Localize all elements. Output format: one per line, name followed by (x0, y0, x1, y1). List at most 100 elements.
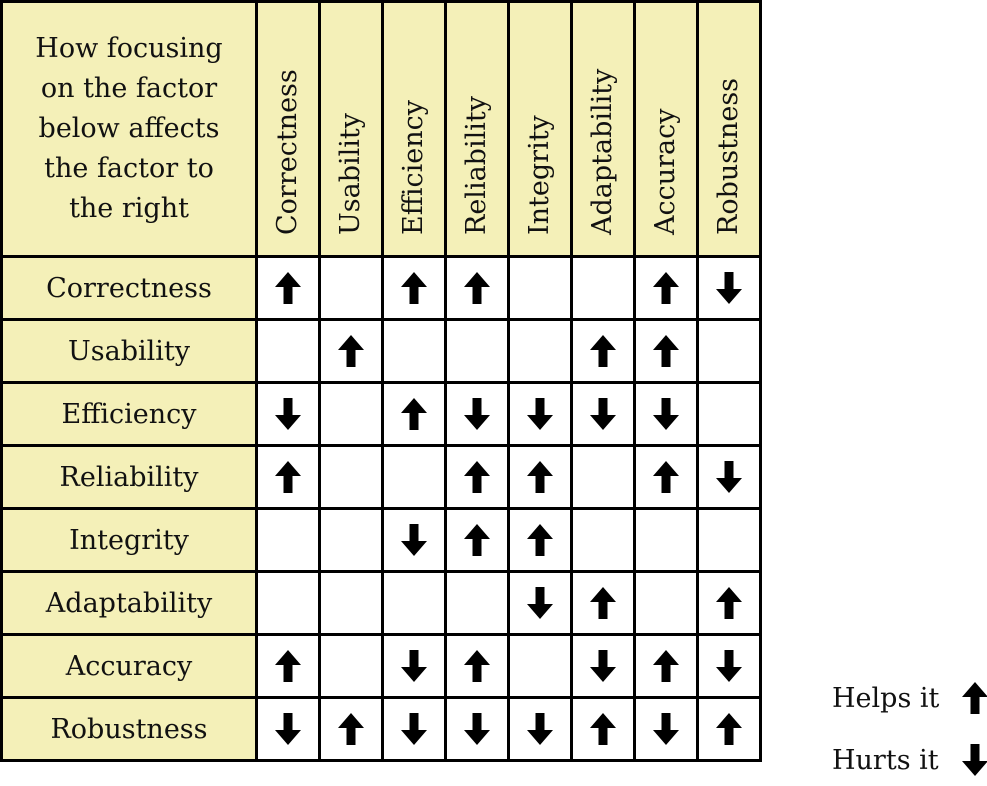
matrix-cell (318, 696, 384, 762)
arrow-up-icon (653, 335, 679, 367)
matrix-row: Usability (0, 318, 762, 384)
matrix-cell (696, 507, 762, 573)
arrow-up-icon (275, 272, 301, 304)
matrix-cell (381, 570, 447, 636)
row-header: Integrity (0, 507, 258, 573)
column-header-label: Usability (335, 112, 366, 235)
arrow-down-icon (590, 650, 616, 682)
matrix-cell (255, 570, 321, 636)
matrix-row: Integrity (0, 507, 762, 573)
arrow-up-icon (653, 461, 679, 493)
matrix-row: Adaptability (0, 570, 762, 636)
row-header: Reliability (0, 444, 258, 510)
row-header: Usability (0, 318, 258, 384)
matrix-row: Efficiency (0, 381, 762, 447)
matrix-cell (318, 570, 384, 636)
arrow-down-icon (716, 650, 742, 682)
matrix-cell (570, 381, 636, 447)
arrow-up-icon (401, 398, 427, 430)
matrix-cell (696, 444, 762, 510)
row-header: Correctness (0, 255, 258, 321)
legend-helps: Helps it (832, 680, 987, 716)
arrow-up-icon (653, 272, 679, 304)
matrix-cell (570, 507, 636, 573)
matrix-cell (570, 318, 636, 384)
column-header-label: Accuracy (650, 108, 681, 235)
column-header-label: Reliability (461, 96, 492, 235)
corner-header: How focusing on the factor below affects… (0, 0, 258, 258)
header-row: How focusing on the factor below affects… (0, 0, 762, 258)
arrow-up-icon (590, 713, 616, 745)
column-header-label: Robustness (713, 77, 744, 235)
matrix-cell (444, 255, 510, 321)
arrow-down-icon (401, 650, 427, 682)
arrow-down-icon (401, 713, 427, 745)
factor-interaction-matrix: How focusing on the factor below affects… (0, 0, 762, 762)
matrix-cell (696, 696, 762, 762)
arrow-up-icon (653, 650, 679, 682)
arrow-down-icon (275, 713, 301, 745)
legend-hurts-label: Hurts it (832, 744, 939, 776)
arrow-down-icon (653, 398, 679, 430)
arrow-down-icon (962, 744, 987, 776)
matrix-cell (444, 318, 510, 384)
arrow-up-icon (716, 713, 742, 745)
matrix-cell (507, 381, 573, 447)
matrix-row: Robustness (0, 696, 762, 762)
matrix-cell (507, 633, 573, 699)
arrow-up-icon (527, 461, 553, 493)
matrix-cell (633, 255, 699, 321)
matrix-cell (570, 444, 636, 510)
legend-hurts: Hurts it (832, 742, 987, 778)
matrix-cell (696, 318, 762, 384)
arrow-down-icon (401, 524, 427, 556)
column-header-label: Integrity (524, 115, 555, 235)
arrow-up-icon (464, 272, 490, 304)
matrix-cell (255, 318, 321, 384)
arrow-down-icon (275, 398, 301, 430)
arrow-up-icon (338, 713, 364, 745)
matrix-cell (381, 507, 447, 573)
arrow-down-icon (590, 398, 616, 430)
matrix-cell (633, 696, 699, 762)
matrix-cell (381, 633, 447, 699)
column-header-label: Correctness (272, 69, 303, 235)
matrix-cell (318, 633, 384, 699)
matrix-cell (507, 444, 573, 510)
matrix-cell (318, 381, 384, 447)
column-header-integrity: Integrity (507, 0, 573, 258)
matrix-cell (255, 255, 321, 321)
matrix-cell (255, 633, 321, 699)
arrow-up-icon (338, 335, 364, 367)
arrow-down-icon (716, 272, 742, 304)
matrix-cell (633, 507, 699, 573)
matrix-cell (570, 696, 636, 762)
arrow-down-icon (464, 713, 490, 745)
matrix-cell (696, 255, 762, 321)
arrow-up-icon (275, 461, 301, 493)
matrix-row: Reliability (0, 444, 762, 510)
column-header-label: Efficiency (398, 99, 429, 235)
column-header-robustness: Robustness (696, 0, 762, 258)
matrix-cell (444, 507, 510, 573)
matrix-cell (570, 570, 636, 636)
column-header-adaptability: Adaptability (570, 0, 636, 258)
matrix-cell (507, 255, 573, 321)
matrix-cell (696, 381, 762, 447)
matrix-cell (507, 696, 573, 762)
column-header-efficiency: Efficiency (381, 0, 447, 258)
column-header-correctness: Correctness (255, 0, 321, 258)
matrix-cell (444, 444, 510, 510)
matrix-cell (318, 444, 384, 510)
matrix-body: Correctness Usability Efficiency Reliabilit… (0, 255, 762, 762)
arrow-up-icon (464, 524, 490, 556)
matrix-cell (318, 318, 384, 384)
arrow-down-icon (716, 461, 742, 493)
row-header: Accuracy (0, 633, 258, 699)
arrow-up-icon (590, 587, 616, 619)
matrix-cell (318, 255, 384, 321)
matrix-cell (444, 633, 510, 699)
matrix-cell (696, 633, 762, 699)
legend-helps-label: Helps it (832, 682, 940, 714)
corner-line: on the factor (40, 73, 218, 104)
